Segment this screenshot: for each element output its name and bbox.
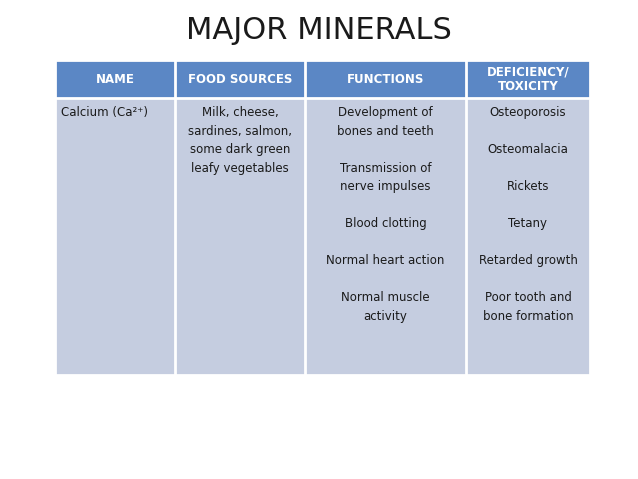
Text: NAME: NAME [96,72,135,85]
Text: Development of
bones and teeth

Transmission of
nerve impulses

Blood clotting

: Development of bones and teeth Transmiss… [326,106,445,322]
Bar [55,60,590,98]
Text: FUNCTIONS: FUNCTIONS [347,72,424,85]
Text: Calcium (Ca²⁺): Calcium (Ca²⁺) [61,106,148,119]
Text: Milk, cheese,
sardines, salmon,
some dark green
leafy vegetables: Milk, cheese, sardines, salmon, some dar… [188,106,292,174]
Bar [55,60,590,375]
Text: Osteoporosis

Osteomalacia

Rickets

Tetany

Retarded growth

Poor tooth and
bon: Osteoporosis Osteomalacia Rickets Tetany… [478,106,577,322]
Text: MAJOR MINERALS: MAJOR MINERALS [186,15,452,45]
Text: DEFICIENCY/
TOXICITY: DEFICIENCY/ TOXICITY [487,65,569,93]
Bar [55,98,590,375]
Text: FOOD SOURCES: FOOD SOURCES [188,72,292,85]
